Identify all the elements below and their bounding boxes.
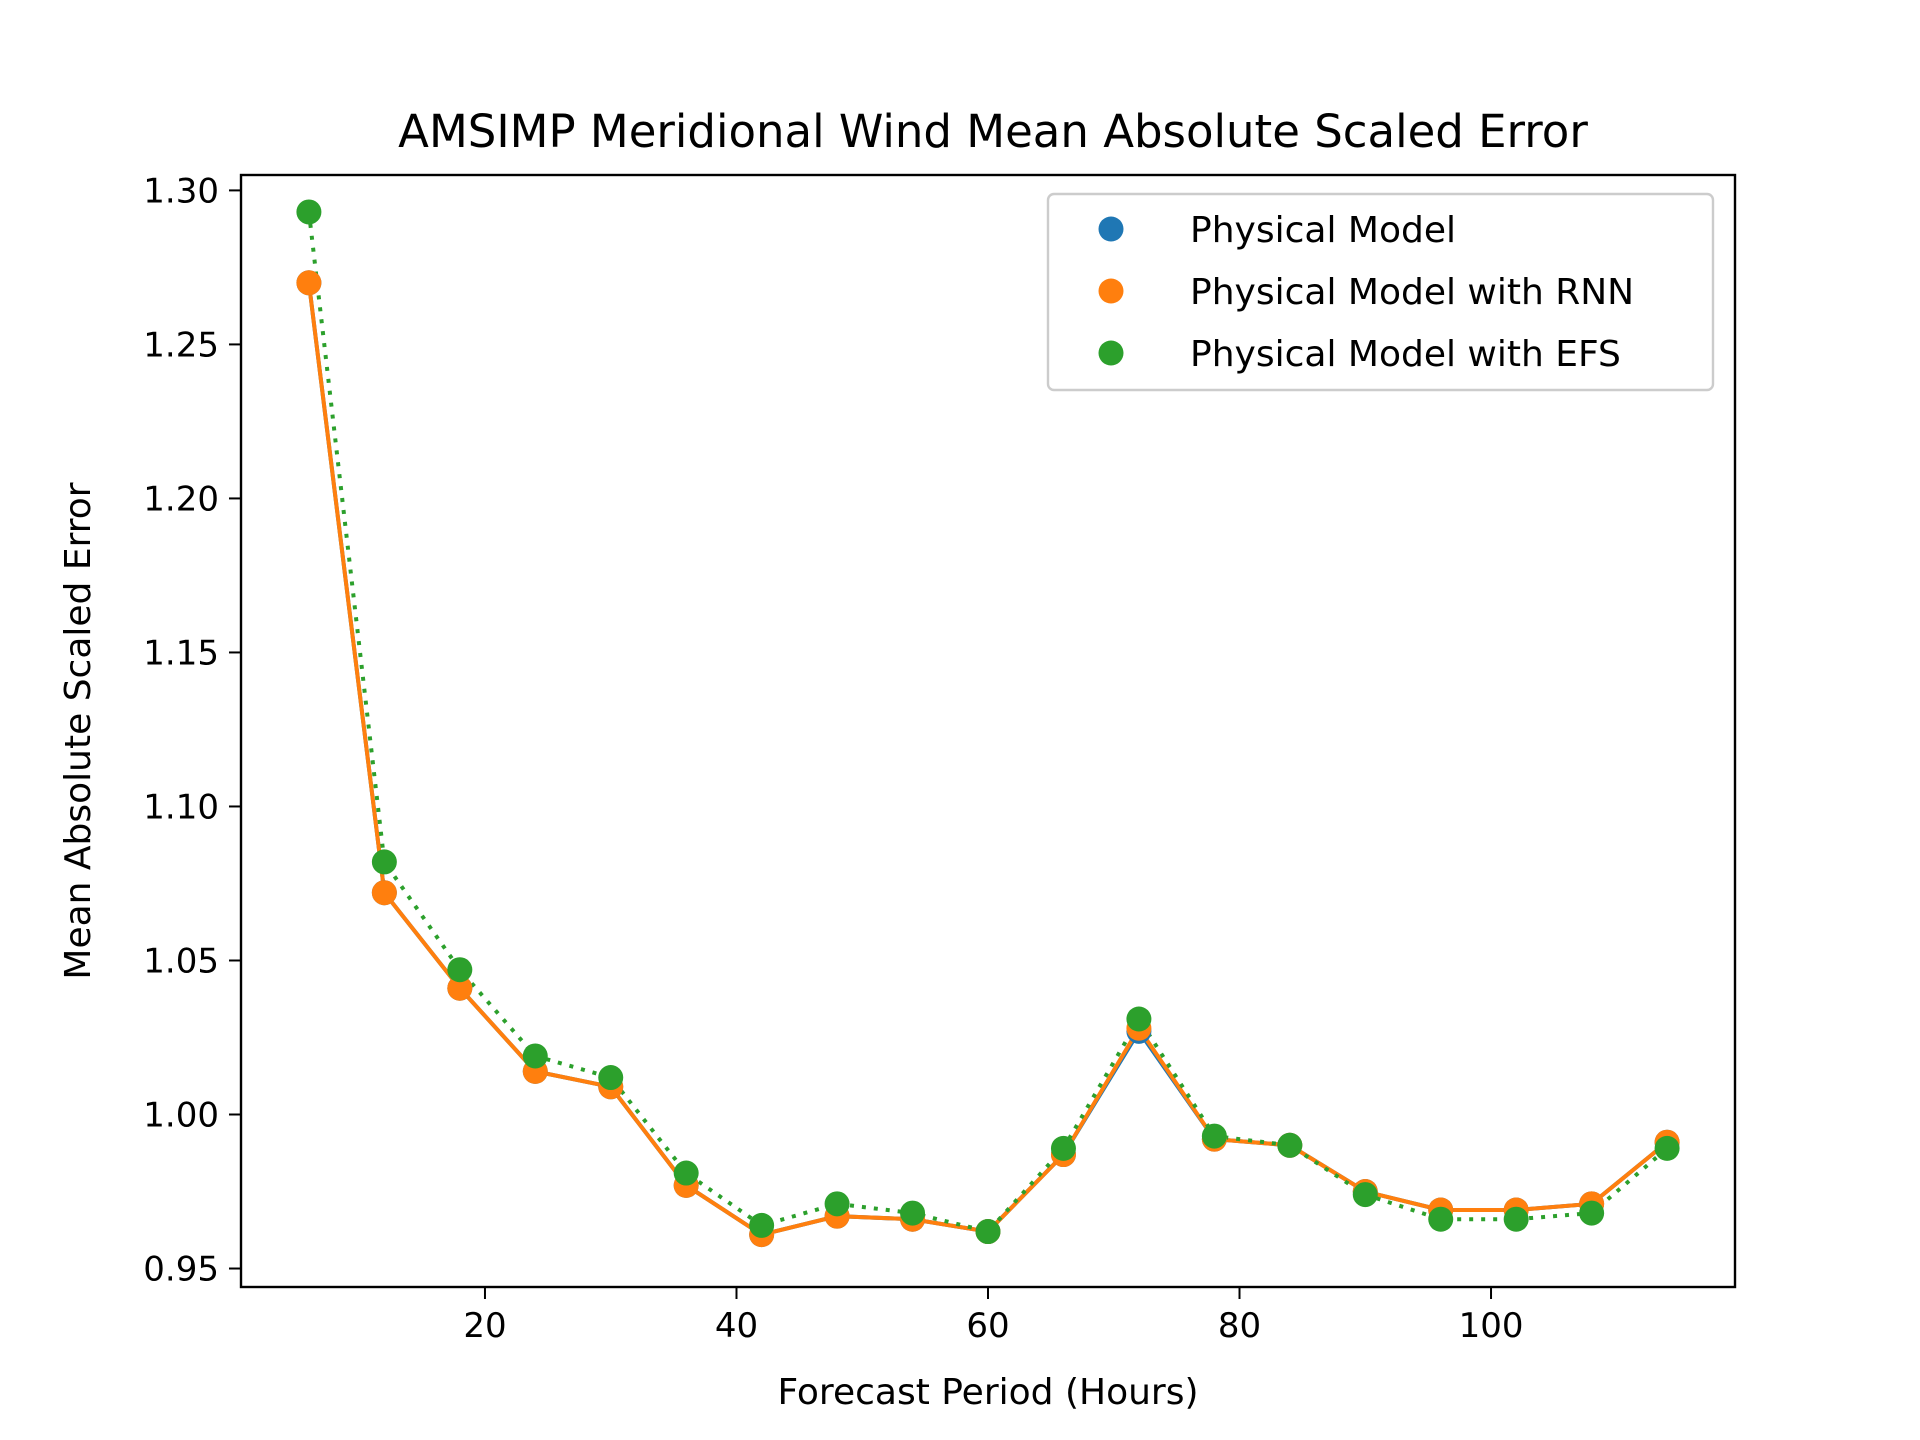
plot-area: 20 40 60 80 100 0.95 1.00 1.05 1.10 1.15 1.20 1.25… [143,171,1737,1346]
series-2-point [296,270,322,296]
y-tick-label: 1.25 [143,325,219,365]
series-3-point [1428,1206,1454,1232]
y-tick-label: 1.00 [143,1096,219,1136]
y-tick-label: 1.15 [143,633,219,673]
y-tick-label: 1.05 [143,941,219,981]
legend: Physical Model Physical Model with RNN Phy… [1046,192,1715,392]
series-2-point [371,880,397,906]
series-3-point [1352,1182,1378,1208]
series-points [296,199,1680,1248]
x-axis-ticks: 20 40 60 80 100 [463,1287,1523,1346]
series-3-point [1050,1135,1076,1161]
series-3-point [749,1212,775,1238]
series-3-point [1654,1135,1680,1161]
x-tick-label: 60 [966,1306,1009,1346]
legend-label: Physical Model [1190,210,1456,251]
series-3-point [824,1191,850,1217]
y-tick-label: 0.95 [143,1250,219,1290]
series-3-point [1277,1132,1303,1158]
legend-label: Physical Model with RNN [1190,272,1634,313]
legend-marker [1098,340,1124,366]
series-3-point [975,1219,1001,1245]
chart-title: AMSIMP Meridional Wind Mean Absolute Sca… [398,105,1588,158]
x-tick-label: 40 [715,1306,758,1346]
series-3-point [296,199,322,225]
y-axis-ticks: 0.95 1.00 1.05 1.10 1.15 1.20 1.25 1.30 [143,171,241,1290]
series-3-point [900,1200,926,1226]
y-tick-label: 1.20 [143,479,219,519]
series-3-point [522,1043,548,1069]
y-tick-label: 1.10 [143,787,219,827]
series-2-point [447,975,473,1001]
series-line-2 [306,282,1669,1237]
legend-marker [1098,278,1124,304]
legend-label: Physical Model with EFS [1190,334,1621,375]
x-tick-label: 20 [463,1306,506,1346]
legend-frame [1046,192,1715,392]
y-axis-label: Mean Absolute Scaled Error [58,482,99,979]
series-line-1 [306,282,1669,1237]
series-3-point [673,1160,699,1186]
series-3-point [1126,1006,1152,1032]
legend-marker [1098,216,1124,242]
y-tick-label: 1.30 [143,171,219,211]
series-3-point [1201,1123,1227,1149]
series-3-point [371,849,397,875]
series-3-point [447,957,473,983]
x-tick-label: 80 [1218,1306,1261,1346]
series-3-point [1503,1206,1529,1232]
x-tick-label: 100 [1459,1306,1524,1346]
series-3-point [1579,1200,1605,1226]
series-3-point [598,1065,624,1091]
x-axis-label: Forecast Period (Hours) [777,1372,1198,1413]
